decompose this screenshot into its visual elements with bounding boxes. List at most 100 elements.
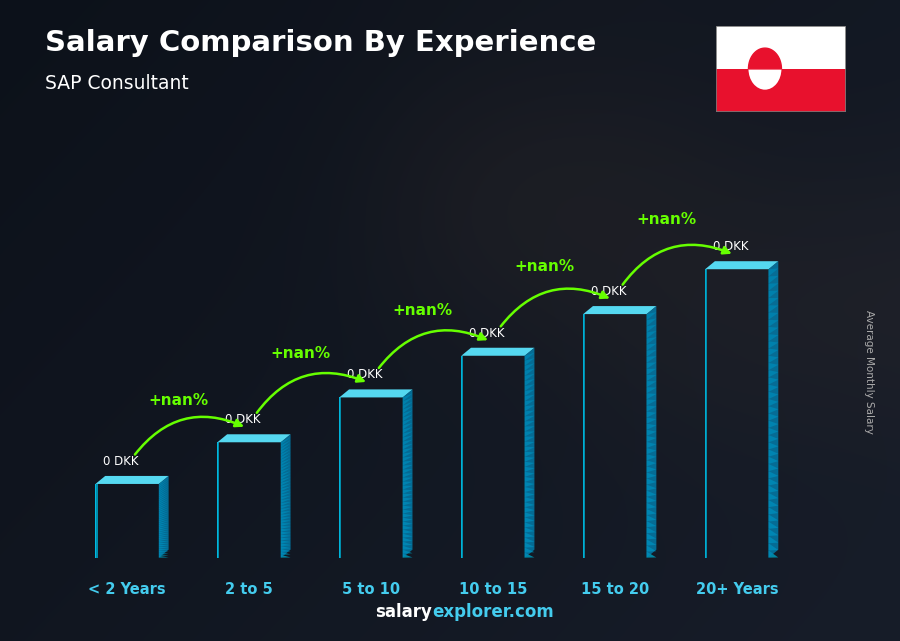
Bar [583,314,584,558]
Polygon shape [159,480,168,488]
Bar [340,397,341,558]
Polygon shape [769,392,778,399]
Polygon shape [402,419,412,426]
Polygon shape [159,552,168,554]
Bar [339,397,340,558]
Polygon shape [525,379,535,386]
Bar [706,269,707,558]
Polygon shape [769,320,778,327]
Polygon shape [281,456,291,463]
Bar [96,484,97,558]
Bar [339,397,340,558]
Bar [706,269,707,558]
Polygon shape [525,512,535,517]
Polygon shape [281,468,291,474]
Bar [340,397,341,558]
Bar [462,356,463,558]
Text: 0 DKK: 0 DKK [469,327,505,340]
Bar [96,484,97,558]
Bar [583,314,584,558]
Bar [462,356,463,558]
Text: 0 DKK: 0 DKK [347,369,382,381]
Polygon shape [769,478,778,486]
Bar [462,356,463,558]
Polygon shape [646,337,656,344]
Bar [218,442,219,558]
Bar [218,442,219,558]
Polygon shape [159,547,168,549]
Polygon shape [281,480,291,486]
Polygon shape [159,523,168,526]
Polygon shape [281,435,291,558]
Bar [219,442,220,558]
Bar [219,442,220,558]
Polygon shape [159,492,168,499]
Polygon shape [646,306,656,558]
Polygon shape [402,473,412,478]
Polygon shape [281,499,291,503]
Polygon shape [281,483,291,488]
Bar [339,397,341,558]
Bar [95,484,96,558]
Bar [218,442,219,558]
Polygon shape [769,456,778,464]
Bar [96,484,97,558]
Bar [462,356,464,558]
Bar [218,442,219,558]
Polygon shape [159,535,168,537]
Polygon shape [159,541,168,543]
Bar [584,314,585,558]
Polygon shape [646,399,656,406]
Polygon shape [525,533,535,537]
Polygon shape [769,413,778,420]
Bar [218,442,219,558]
Text: 15 to 20: 15 to 20 [580,582,649,597]
Polygon shape [525,390,535,396]
Polygon shape [281,549,291,552]
Bar [219,442,220,558]
Bar [463,356,464,558]
Bar [95,484,96,558]
Polygon shape [525,384,535,391]
Polygon shape [281,478,291,483]
Polygon shape [281,446,291,454]
Bar [339,397,340,558]
Text: 0 DKK: 0 DKK [713,240,749,253]
Polygon shape [281,520,291,523]
Bar [218,442,219,558]
Bar [339,397,340,558]
Bar [218,442,220,558]
Polygon shape [281,495,291,500]
Text: Salary Comparison By Experience: Salary Comparison By Experience [45,29,596,57]
Bar [584,314,585,558]
Polygon shape [281,535,291,537]
Bar [339,397,341,558]
Polygon shape [769,290,778,298]
Polygon shape [769,464,778,471]
Polygon shape [525,358,535,366]
Bar [218,442,219,558]
Bar [584,314,585,558]
Bar [584,314,585,558]
Bar [218,442,219,558]
Polygon shape [402,415,412,422]
Bar [96,484,97,558]
Bar [96,484,97,558]
Bar [218,442,220,558]
Polygon shape [646,497,656,503]
Polygon shape [769,551,778,558]
Bar [462,356,463,558]
Bar [95,484,96,558]
Polygon shape [705,261,778,269]
Polygon shape [402,542,412,545]
Text: +nan%: +nan% [636,212,697,228]
Polygon shape [769,507,778,514]
Polygon shape [281,459,291,465]
Bar [340,397,341,558]
Bar [339,397,340,558]
Text: +nan%: +nan% [270,346,330,362]
Bar [462,356,463,558]
Polygon shape [646,442,656,448]
Polygon shape [159,550,168,552]
Bar [339,397,340,558]
